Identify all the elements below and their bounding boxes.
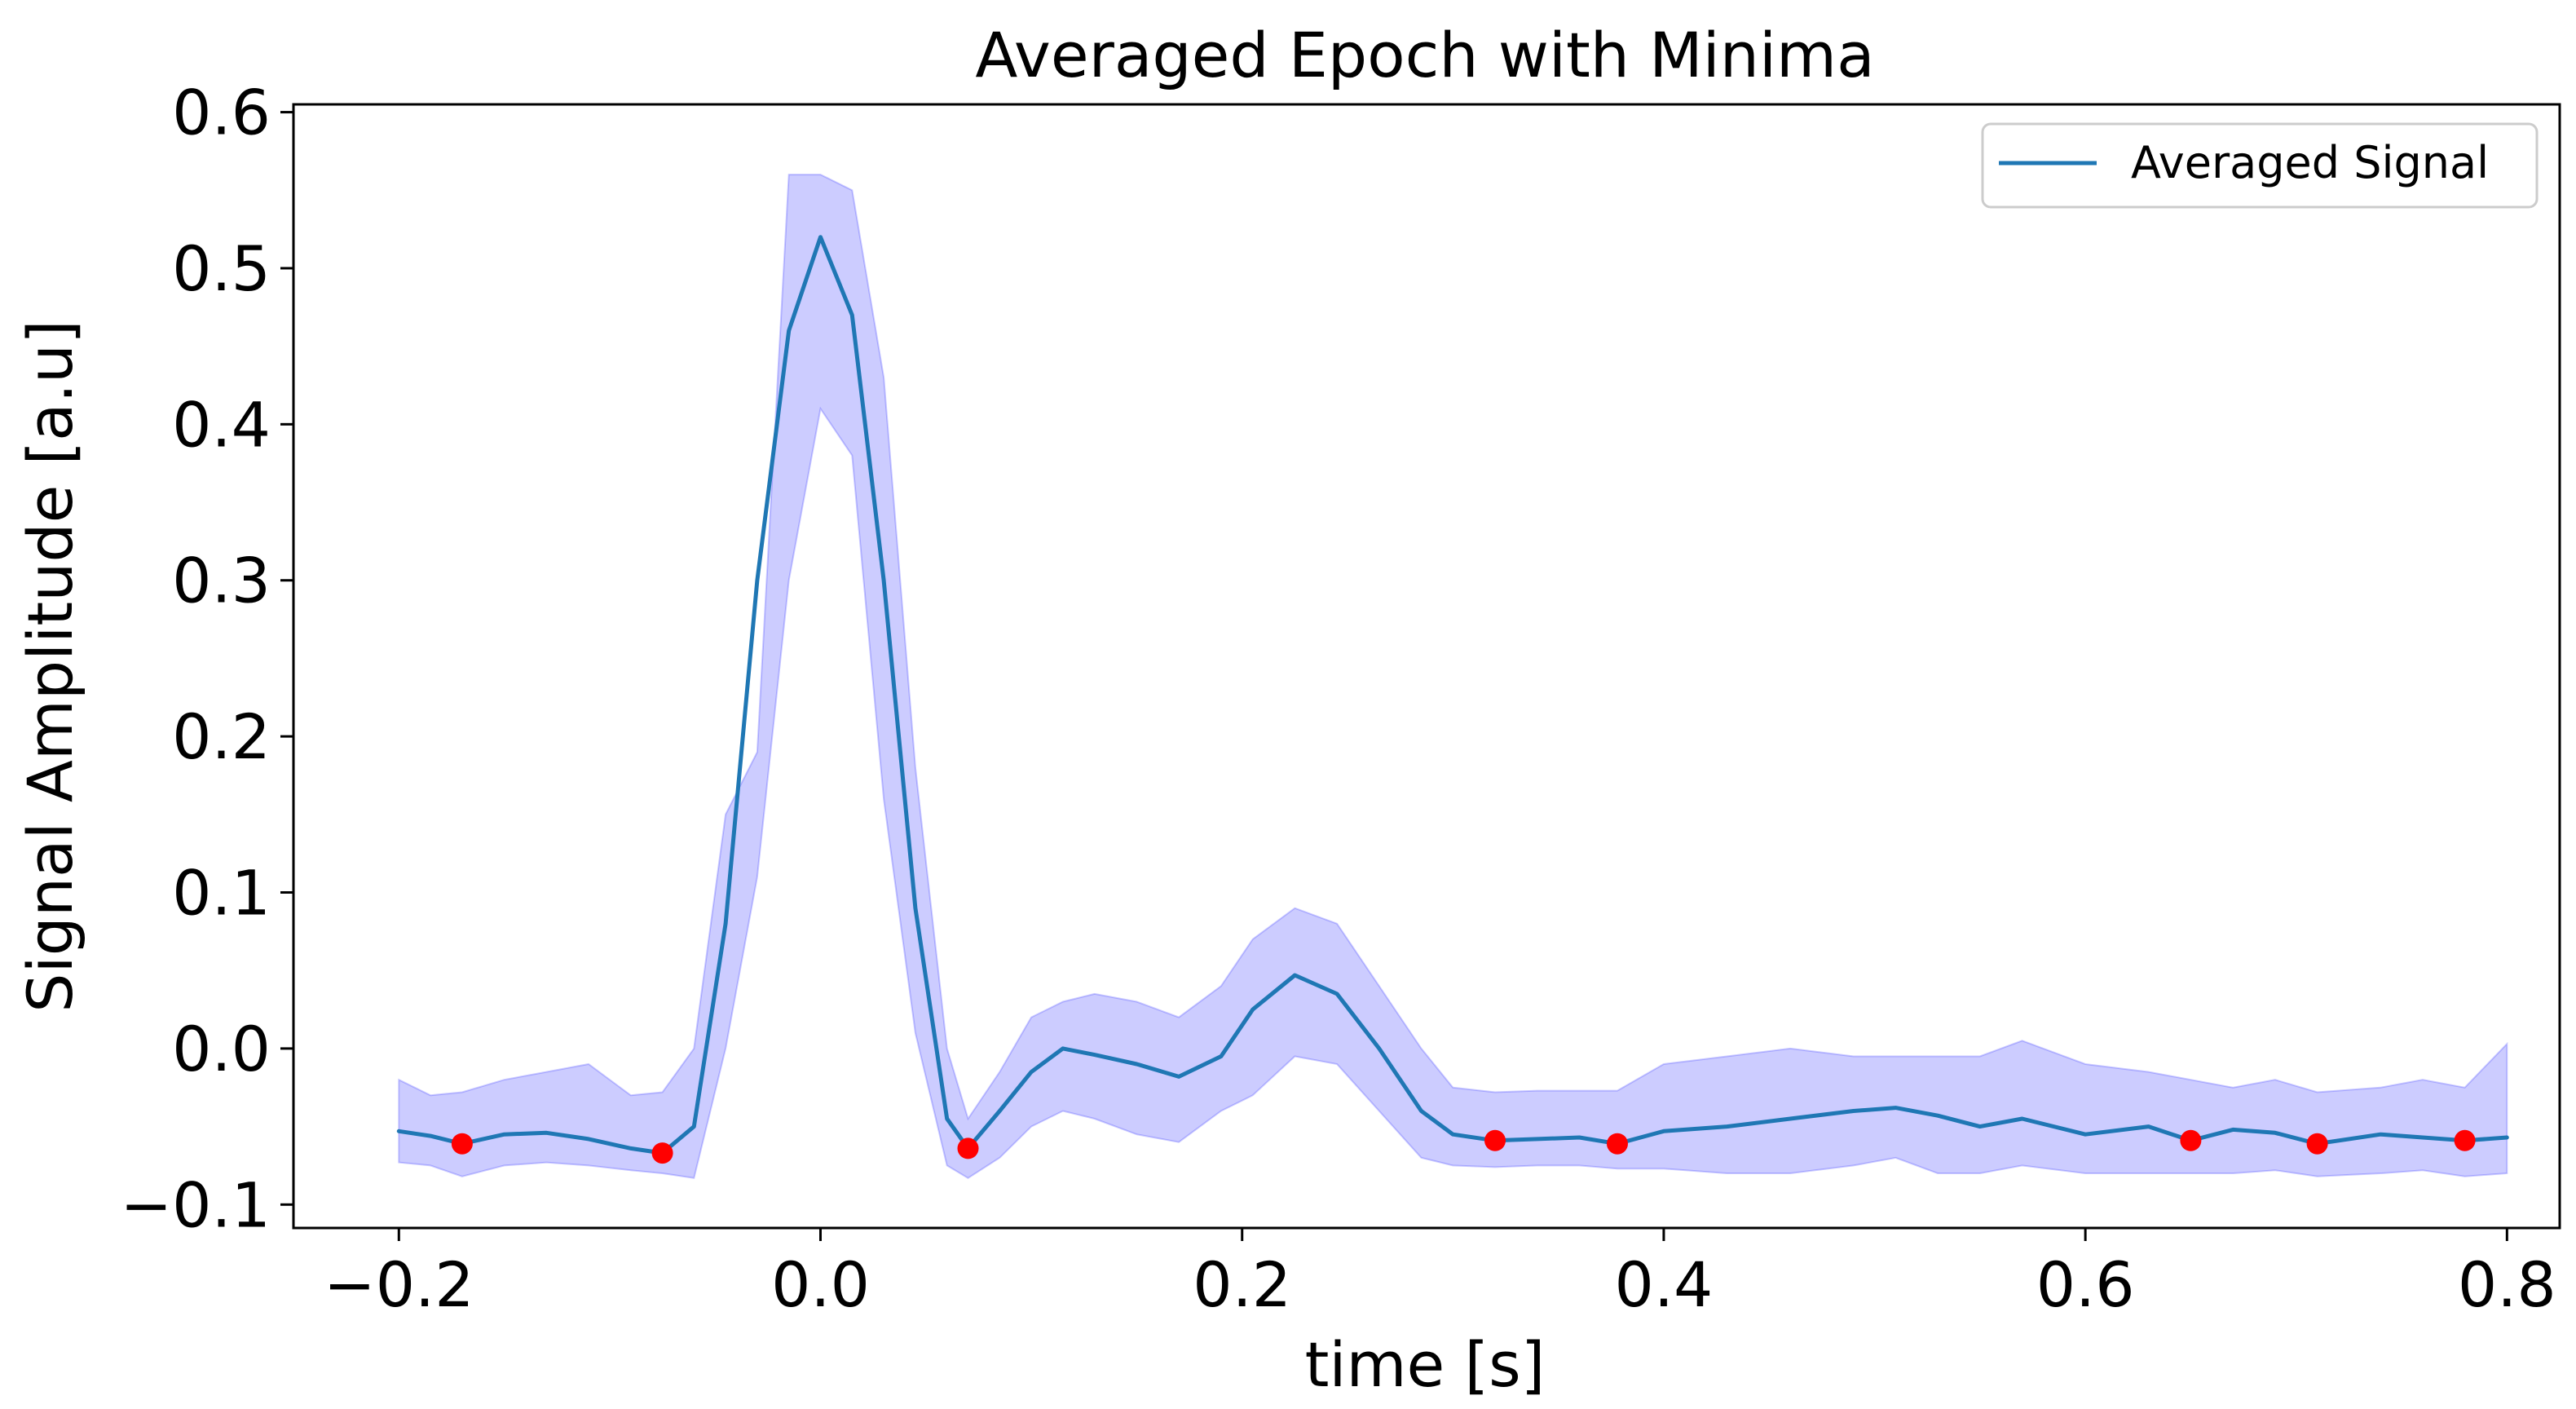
y-tick-label: 0.5 — [172, 232, 271, 305]
chart: Averaged Epoch with Minima −0.2 0.0 0.2 0.4… — [0, 0, 2576, 1409]
y-tick-label: −0.1 — [120, 1168, 271, 1241]
y-tick-label: 0.2 — [172, 700, 271, 773]
x-tick-label: 0.0 — [771, 1248, 870, 1321]
minimum-marker — [958, 1137, 979, 1159]
x-tick-label: −0.2 — [324, 1248, 474, 1321]
legend-label-averaged-signal: Averaged Signal — [2131, 137, 2489, 188]
y-tick-label: 0.0 — [172, 1013, 271, 1085]
minimum-marker — [1484, 1130, 1506, 1151]
x-tick-label: 0.4 — [1614, 1248, 1713, 1321]
minimum-marker — [652, 1142, 673, 1164]
y-tick-label: 0.3 — [172, 545, 271, 617]
y-tick-label: 0.4 — [172, 388, 271, 461]
minimum-marker — [1607, 1133, 1628, 1155]
minimum-marker — [2455, 1130, 2476, 1151]
chart-title: Averaged Epoch with Minima — [975, 19, 1874, 91]
y-tick-label: 0.6 — [172, 77, 271, 149]
minimum-marker — [452, 1133, 473, 1155]
x-tick-label: 0.2 — [1193, 1248, 1291, 1321]
legend: Averaged Signal — [1983, 124, 2537, 207]
minimum-marker — [2180, 1130, 2201, 1151]
x-tick-label: 0.6 — [2036, 1248, 2135, 1321]
x-tick-label: 0.8 — [2458, 1248, 2556, 1321]
x-axis-label: time [s] — [1305, 1328, 1546, 1401]
chart-background — [0, 0, 2576, 1409]
y-tick-label: 0.1 — [172, 857, 271, 930]
y-axis-label: Signal Amplitude [a.u] — [14, 320, 86, 1012]
minimum-marker — [2307, 1133, 2328, 1155]
